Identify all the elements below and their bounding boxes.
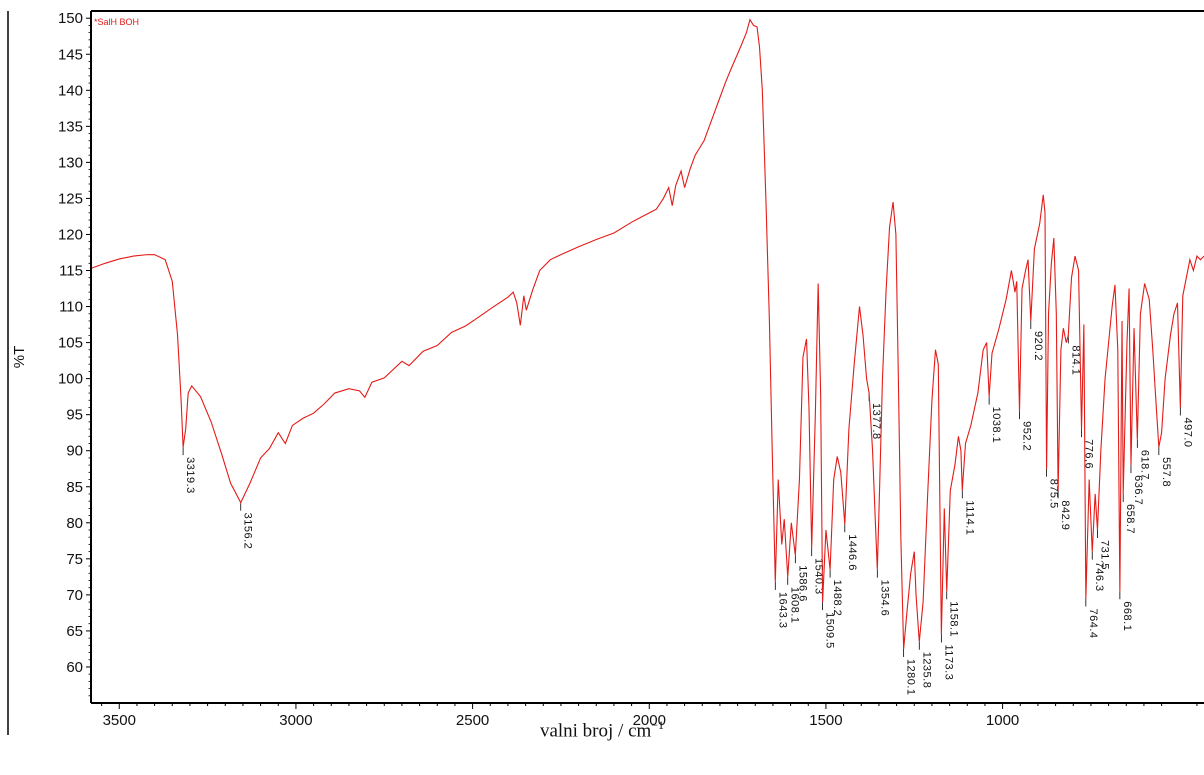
peak-label: 658.7: [1124, 504, 1136, 534]
peak-label: 764.4: [1087, 609, 1099, 639]
peak-label: 557.8: [1160, 457, 1172, 487]
y-tick-label: 125: [58, 190, 83, 207]
y-tick-label: 105: [58, 335, 83, 352]
peak-label: 1354.6: [878, 580, 890, 617]
peak-label: 731.5: [1099, 540, 1111, 570]
peak-label: 1608.1: [789, 587, 801, 624]
peak-label: 1173.3: [942, 645, 954, 681]
peak-label: 636.7: [1132, 475, 1144, 505]
y-tick-label: 65: [66, 623, 83, 640]
peak-label: 875.5: [1048, 479, 1060, 509]
peak-label: 1488.2: [831, 580, 843, 617]
peak-label: 1235.8: [920, 652, 932, 689]
x-axis-label: valni broj / cm−1: [0, 718, 1204, 742]
x-tick-label: 2000: [633, 712, 666, 729]
x-tick-label: 3500: [103, 712, 136, 729]
peak-label: 1509.5: [824, 612, 836, 649]
peak-label: 1038.1: [990, 407, 1002, 444]
peak-label: 497.0: [1181, 418, 1193, 448]
series-line: [90, 18, 1204, 649]
peak-label: 1158.1: [948, 601, 960, 637]
y-tick-label: 120: [58, 226, 83, 243]
y-tick-label: 115: [59, 263, 83, 280]
y-tick-label: 100: [58, 371, 83, 388]
peak-label: 1114.1: [963, 500, 975, 535]
y-axis-label: %T: [11, 346, 28, 369]
peak-label: 814.1: [1069, 345, 1081, 375]
legend-series-name: *SalH BOH: [94, 17, 139, 27]
peak-label: 1586.6: [796, 565, 808, 602]
peak-label: 1643.3: [776, 592, 788, 629]
peak-label: 746.3: [1093, 562, 1105, 592]
y-tick-label: 145: [58, 46, 83, 63]
peak-label: 1540.3: [813, 558, 825, 595]
peak-label: 3319.3: [184, 457, 196, 494]
peak-label: 618.7: [1138, 450, 1150, 480]
peak-label: 776.6: [1083, 439, 1095, 469]
y-tick-label: 90: [66, 443, 83, 460]
x-axis-label-exponent: −1: [651, 718, 665, 732]
peak-label: 920.2: [1032, 331, 1044, 361]
peak-label: 668.1: [1121, 601, 1133, 631]
y-tick-label: 75: [66, 551, 83, 568]
peak-label: 842.9: [1059, 500, 1071, 530]
y-tick-label: 110: [59, 299, 83, 316]
y-tick-label: 135: [58, 118, 83, 135]
y-tick-label: 70: [66, 587, 83, 604]
x-tick-label: 1000: [986, 712, 1019, 729]
x-tick-label: 3000: [279, 712, 312, 729]
peak-label: 952.2: [1021, 421, 1033, 451]
peak-label: 1377.8: [870, 403, 882, 440]
peak-label: 3156.2: [242, 513, 254, 550]
y-tick-label: 130: [58, 154, 83, 171]
axis-ticks: 3500 3000 2500 2000 1500 1000 60 65 70 75 80 85 90 95…: [58, 10, 1198, 729]
x-tick-label: 1500: [809, 712, 842, 729]
y-tick-label: 80: [66, 515, 83, 532]
peak-label: 1446.6: [846, 534, 858, 571]
y-tick-label: 60: [66, 659, 83, 676]
y-tick-label: 150: [58, 10, 83, 27]
y-tick-label: 85: [66, 479, 83, 496]
x-tick-label: 2500: [456, 712, 489, 729]
x-axis-label-text: valni broj / cm: [539, 720, 652, 742]
y-tick-label: 95: [66, 407, 83, 424]
y-tick-label: 140: [58, 82, 83, 99]
peak-label: 1280.1: [905, 659, 917, 696]
